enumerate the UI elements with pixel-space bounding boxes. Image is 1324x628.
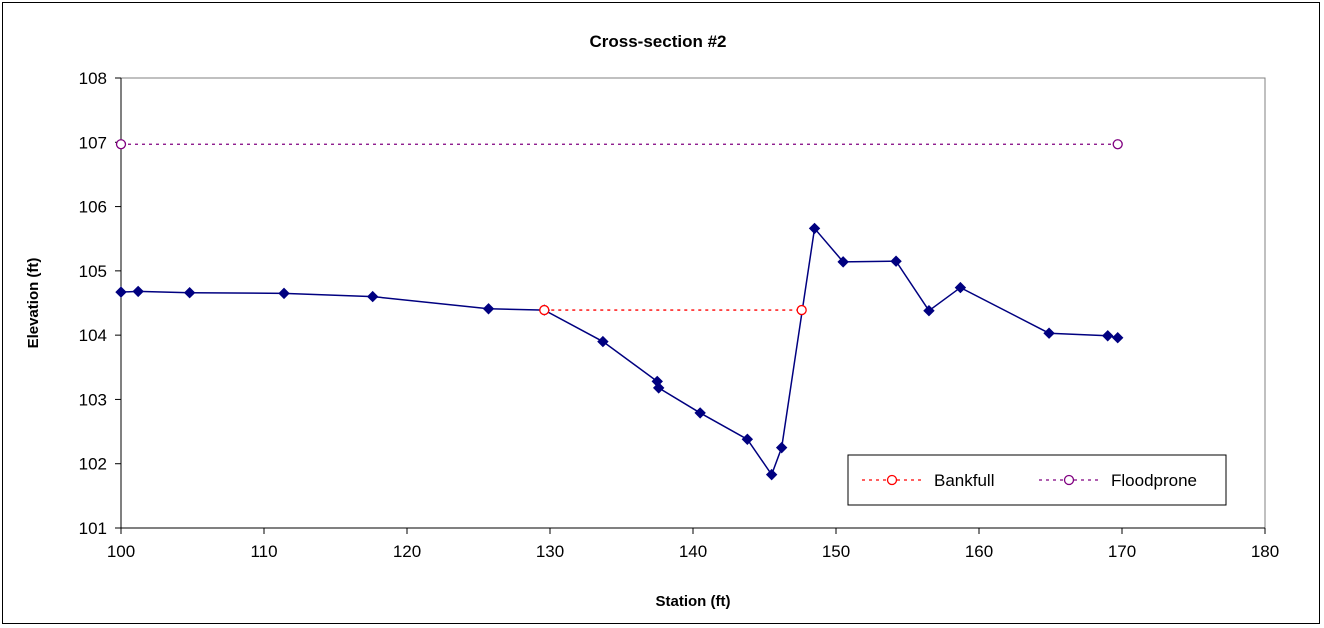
data-point	[808, 222, 821, 235]
y-tick-label: 107	[79, 133, 107, 152]
data-point	[539, 304, 550, 316]
data-point	[115, 139, 127, 150]
y-tick-label: 106	[79, 198, 107, 217]
data-point	[837, 256, 849, 268]
data-point	[741, 433, 754, 445]
y-tick-label: 108	[79, 69, 107, 88]
axes: 100 110 120 130 140 150 160 170 180 101 102 103 104 1…	[79, 69, 1280, 561]
x-tick-label: 140	[679, 542, 707, 561]
legend-label: Bankfull	[934, 471, 994, 490]
y-tick-label: 102	[79, 455, 107, 474]
series-line	[120, 226, 1118, 477]
series-1	[539, 304, 807, 316]
data-point	[132, 285, 144, 298]
data-point	[890, 255, 902, 267]
y-tick-label: 101	[79, 519, 107, 538]
x-tick-label: 100	[107, 542, 135, 561]
x-axis-label: Station (ft)	[656, 593, 731, 610]
data-point	[1101, 330, 1114, 342]
x-tick-label: 170	[1108, 542, 1136, 561]
data-point	[278, 287, 290, 300]
series-layer	[115, 139, 1124, 481]
data-point	[954, 281, 967, 294]
legend-entry: Floodprone	[1039, 471, 1197, 490]
data-point	[765, 468, 778, 481]
data-point	[1112, 139, 1123, 150]
x-tick-label: 150	[822, 542, 850, 561]
data-point	[923, 305, 935, 317]
x-tick-label: 130	[536, 542, 564, 561]
x-tick-label: 160	[965, 542, 993, 561]
data-point	[482, 303, 495, 315]
data-point	[775, 441, 788, 454]
chart-title: Cross-section #2	[590, 32, 727, 51]
legend-label: Floodprone	[1111, 471, 1197, 490]
data-point	[115, 286, 127, 298]
y-tick-label: 105	[79, 262, 107, 281]
data-point	[796, 304, 807, 316]
x-tick-label: 120	[393, 542, 421, 561]
y-axis-label: Elevation (ft)	[25, 258, 42, 349]
data-point	[1112, 332, 1124, 344]
data-point	[597, 335, 609, 348]
x-tick-label: 110	[250, 542, 277, 561]
data-point	[694, 407, 706, 419]
data-point	[652, 382, 665, 394]
legend-entry: Bankfull	[862, 471, 994, 490]
y-tick-label: 103	[79, 390, 107, 409]
x-tick-label: 180	[1251, 542, 1279, 561]
data-point	[1043, 327, 1055, 339]
legend-swatch-marker	[1063, 474, 1075, 486]
data-point	[183, 287, 196, 299]
y-tick-label: 104	[79, 326, 107, 345]
data-point	[366, 290, 379, 303]
legend-swatch-marker	[886, 474, 898, 486]
series-0	[115, 222, 1124, 481]
legend: Bankfull Floodprone	[847, 454, 1227, 506]
series-2	[115, 139, 1123, 150]
